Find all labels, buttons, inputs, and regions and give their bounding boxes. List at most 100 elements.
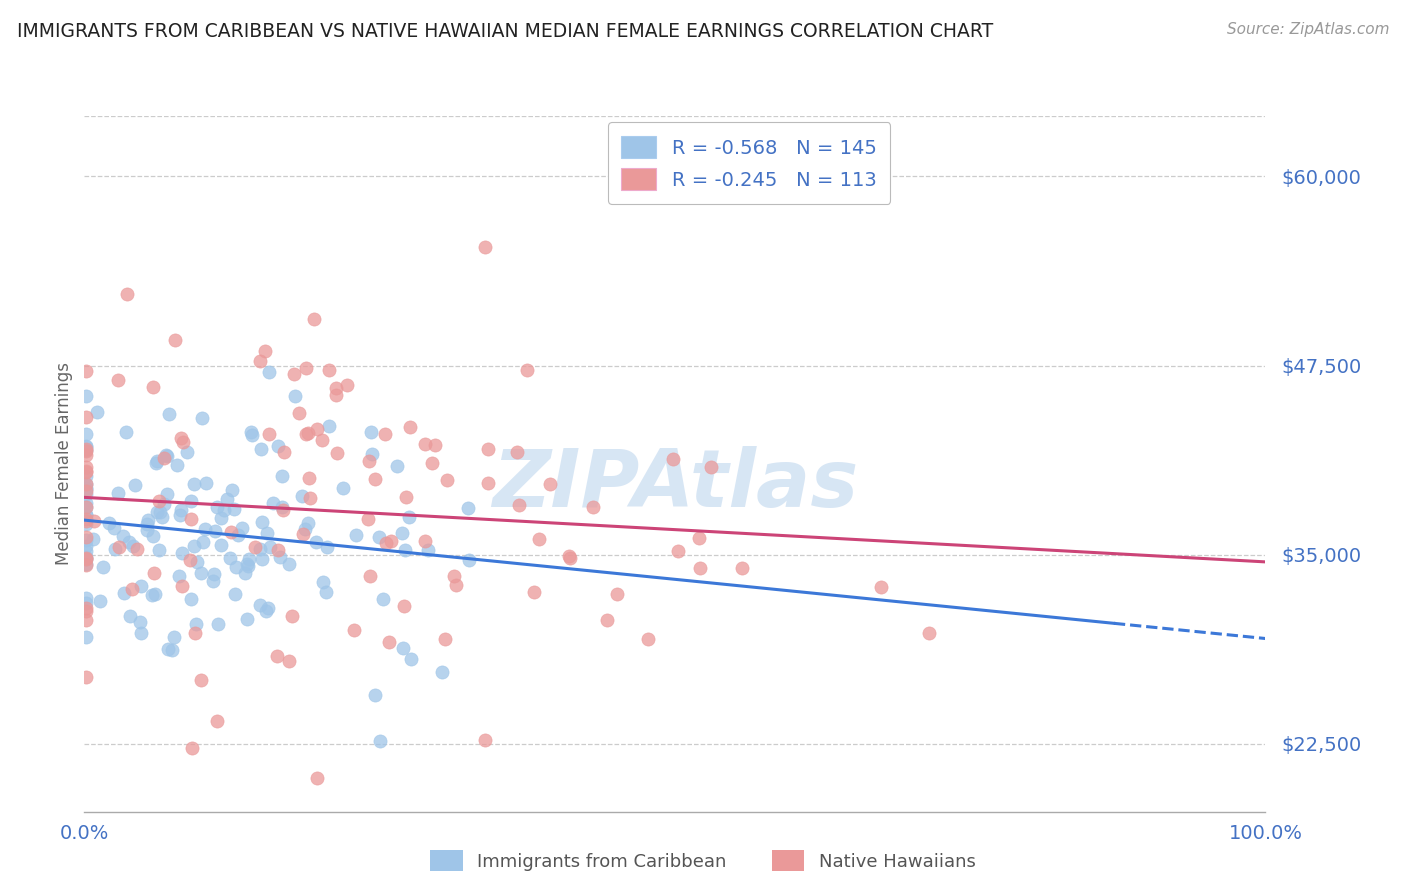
Point	[89, 594, 111, 608]
Point	[186, 555, 208, 569]
Point	[117, 535, 139, 549]
Text: Source: ZipAtlas.com: Source: ZipAtlas.com	[1226, 22, 1389, 37]
Point	[318, 418, 340, 433]
Point	[172, 435, 194, 450]
Point	[395, 490, 418, 504]
Point	[375, 536, 398, 550]
Point	[288, 407, 311, 421]
Point	[231, 521, 253, 535]
Point	[155, 448, 177, 462]
Point	[371, 591, 394, 606]
Point	[689, 561, 711, 575]
Point	[700, 460, 723, 475]
Point	[104, 541, 127, 556]
Point	[413, 437, 436, 451]
Point	[204, 524, 226, 538]
Point	[207, 617, 229, 632]
Point	[75, 484, 97, 499]
Point	[392, 599, 415, 613]
Point	[148, 494, 170, 508]
Point	[360, 425, 382, 439]
Point	[75, 630, 97, 644]
Point	[357, 511, 380, 525]
Point	[98, 516, 121, 530]
Point	[184, 617, 207, 632]
Point	[75, 448, 97, 462]
Point	[75, 516, 97, 531]
Point	[302, 311, 325, 326]
Point	[305, 422, 328, 436]
Point	[374, 426, 396, 441]
Point	[157, 642, 180, 657]
Point	[75, 551, 97, 566]
Point	[662, 451, 685, 466]
Point	[82, 532, 104, 546]
Point	[364, 688, 387, 702]
Point	[146, 454, 169, 468]
Point	[190, 673, 212, 688]
Point	[86, 405, 108, 419]
Point	[413, 533, 436, 548]
Point	[870, 580, 893, 594]
Point	[259, 365, 281, 379]
Point	[434, 632, 457, 646]
Point	[124, 477, 146, 491]
Point	[267, 542, 290, 557]
Point	[75, 442, 97, 456]
Point	[160, 642, 183, 657]
Point	[150, 510, 173, 524]
Point	[75, 389, 97, 403]
Point	[128, 615, 150, 630]
Point	[558, 551, 581, 566]
Point	[75, 508, 97, 522]
Point	[75, 477, 97, 491]
Point	[249, 354, 271, 368]
Point	[311, 575, 333, 590]
Point	[156, 487, 179, 501]
Point	[278, 654, 301, 668]
Point	[209, 510, 232, 524]
Point	[75, 476, 97, 491]
Point	[477, 442, 499, 457]
Point	[316, 541, 339, 555]
Point	[477, 475, 499, 490]
Point	[180, 494, 202, 508]
Point	[136, 516, 159, 531]
Point	[249, 541, 271, 556]
Point	[75, 591, 97, 605]
Point	[117, 287, 139, 301]
Point	[233, 566, 256, 581]
Point	[179, 553, 201, 567]
Point	[121, 582, 143, 596]
Point	[278, 557, 301, 571]
Point	[75, 496, 97, 510]
Point	[398, 510, 420, 524]
Text: IMMIGRANTS FROM CARIBBEAN VS NATIVE HAWAIIAN MEDIAN FEMALE EARNINGS CORRELATION : IMMIGRANTS FROM CARIBBEAN VS NATIVE HAWA…	[17, 22, 993, 41]
Point	[391, 525, 413, 540]
Point	[169, 508, 191, 522]
Point	[75, 600, 97, 615]
Point	[299, 491, 322, 505]
Point	[399, 652, 422, 666]
Point	[148, 542, 170, 557]
Point	[135, 524, 157, 538]
Point	[75, 604, 97, 618]
Point	[359, 454, 381, 468]
Point	[516, 363, 538, 377]
Point	[170, 503, 193, 517]
Point	[75, 465, 97, 479]
Point	[75, 426, 97, 441]
Point	[361, 447, 384, 461]
Point	[325, 381, 347, 395]
Point	[191, 534, 214, 549]
Point	[606, 586, 628, 600]
Point	[368, 531, 391, 545]
Point	[225, 560, 247, 574]
Point	[156, 450, 179, 464]
Point	[75, 533, 97, 548]
Point	[688, 531, 710, 545]
Point	[294, 360, 316, 375]
Point	[291, 526, 314, 541]
Point	[201, 574, 224, 589]
Point	[183, 539, 205, 553]
